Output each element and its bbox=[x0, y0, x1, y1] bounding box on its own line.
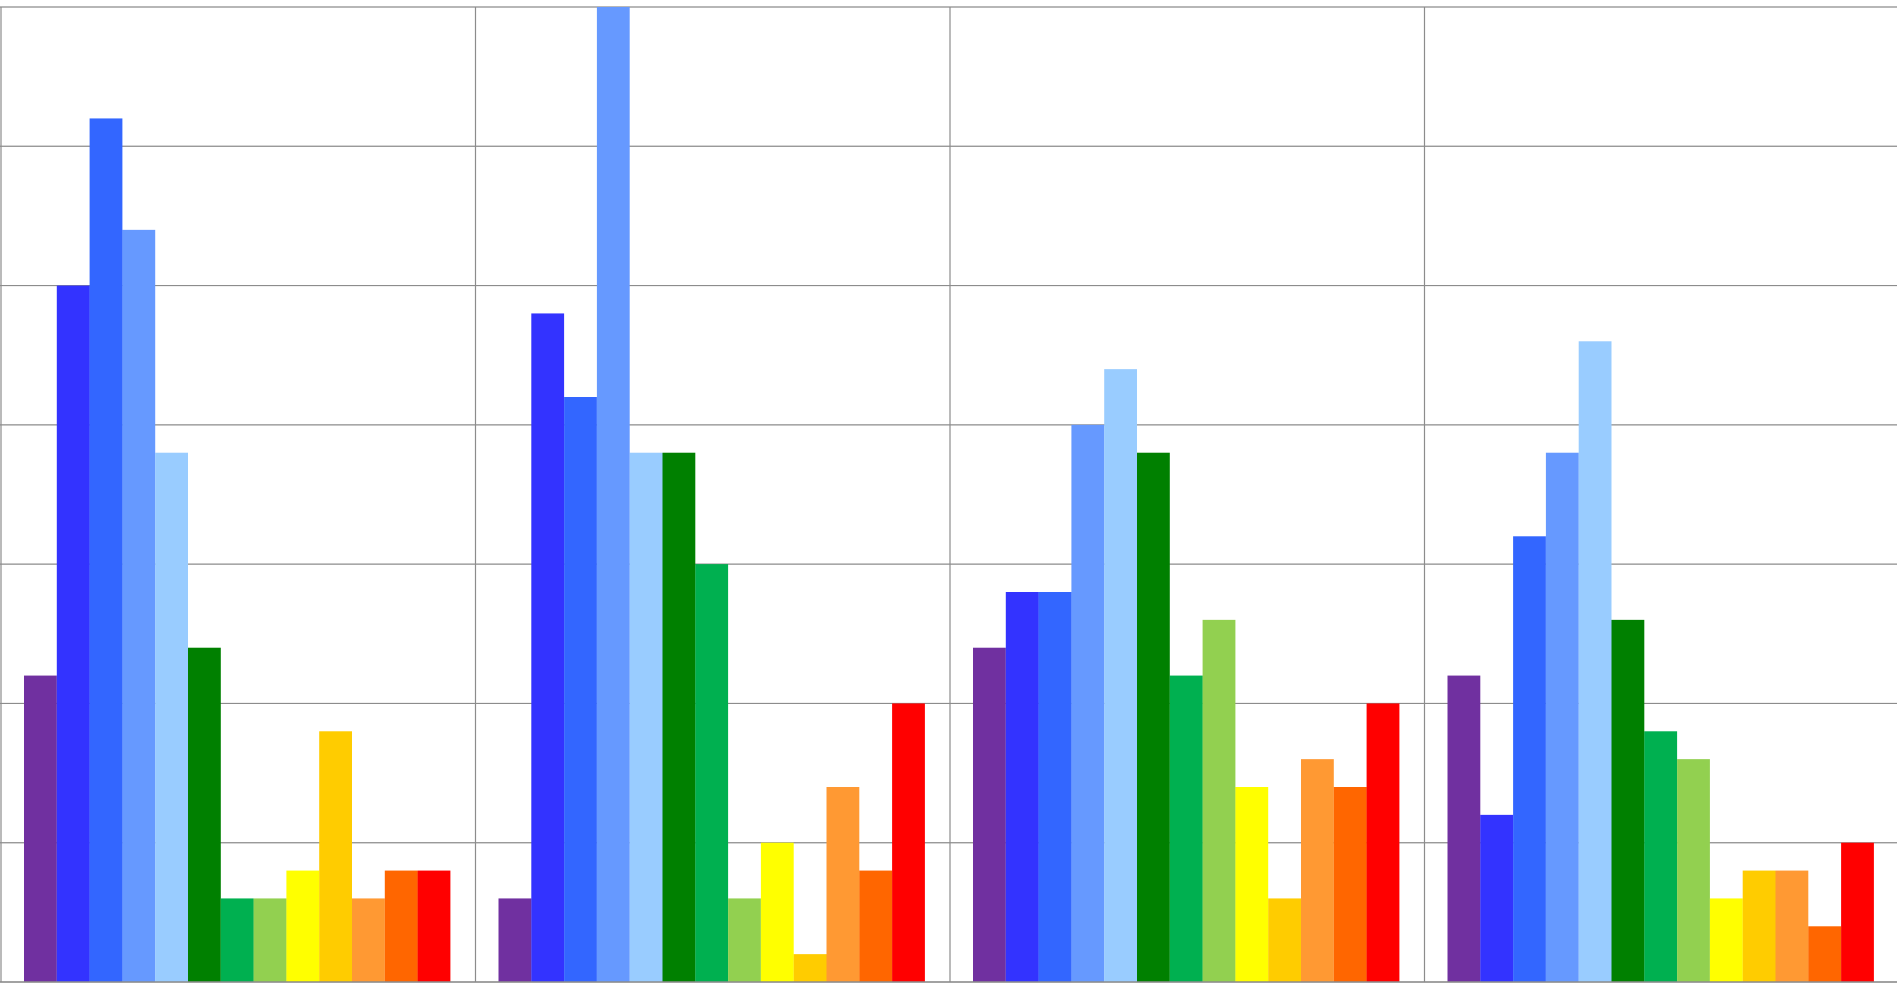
bar bbox=[1104, 369, 1137, 983]
bar bbox=[1545, 452, 1579, 982]
bar bbox=[319, 731, 352, 982]
bar bbox=[1169, 675, 1203, 982]
bar bbox=[760, 842, 794, 982]
bar bbox=[155, 452, 188, 982]
bar bbox=[1301, 759, 1334, 982]
bar bbox=[89, 118, 123, 982]
bar bbox=[728, 898, 761, 982]
bar bbox=[1038, 592, 1072, 982]
bars bbox=[24, 7, 1874, 983]
bar bbox=[1071, 424, 1105, 982]
bar bbox=[286, 870, 320, 982]
bar bbox=[973, 647, 1006, 982]
bar bbox=[1644, 731, 1678, 982]
bar bbox=[826, 787, 860, 982]
bar bbox=[859, 870, 893, 982]
bar bbox=[56, 285, 90, 983]
bar bbox=[1808, 926, 1842, 982]
bar bbox=[1709, 898, 1743, 982]
bar bbox=[1611, 619, 1645, 982]
bar bbox=[1137, 452, 1170, 982]
bar bbox=[1578, 341, 1612, 982]
gridlines bbox=[0, 6, 1897, 983]
bar bbox=[695, 564, 729, 982]
bar bbox=[564, 397, 597, 982]
bar bbox=[662, 452, 696, 982]
bar bbox=[1742, 870, 1776, 982]
bar bbox=[1202, 619, 1236, 982]
bar bbox=[531, 313, 565, 982]
bar bbox=[122, 229, 156, 982]
bar bbox=[417, 870, 451, 982]
bar bbox=[384, 870, 418, 982]
bar bbox=[253, 898, 287, 982]
bar bbox=[1775, 870, 1809, 982]
bar bbox=[498, 898, 532, 982]
bar bbox=[596, 7, 630, 982]
bar bbox=[1235, 787, 1269, 982]
bar bbox=[629, 452, 663, 982]
bar bbox=[24, 675, 57, 982]
bar bbox=[1480, 814, 1514, 982]
bar bbox=[1333, 787, 1367, 982]
bar bbox=[1677, 759, 1710, 982]
bar bbox=[892, 703, 925, 982]
bar bbox=[352, 898, 385, 982]
bar bbox=[220, 898, 254, 982]
bar bbox=[1841, 842, 1874, 982]
bar bbox=[188, 647, 221, 982]
bar bbox=[1366, 703, 1400, 982]
bar bbox=[1268, 898, 1301, 982]
bar bbox=[1513, 536, 1546, 982]
bar bbox=[1005, 592, 1039, 982]
bar bbox=[793, 954, 827, 982]
bar bbox=[1447, 675, 1481, 982]
